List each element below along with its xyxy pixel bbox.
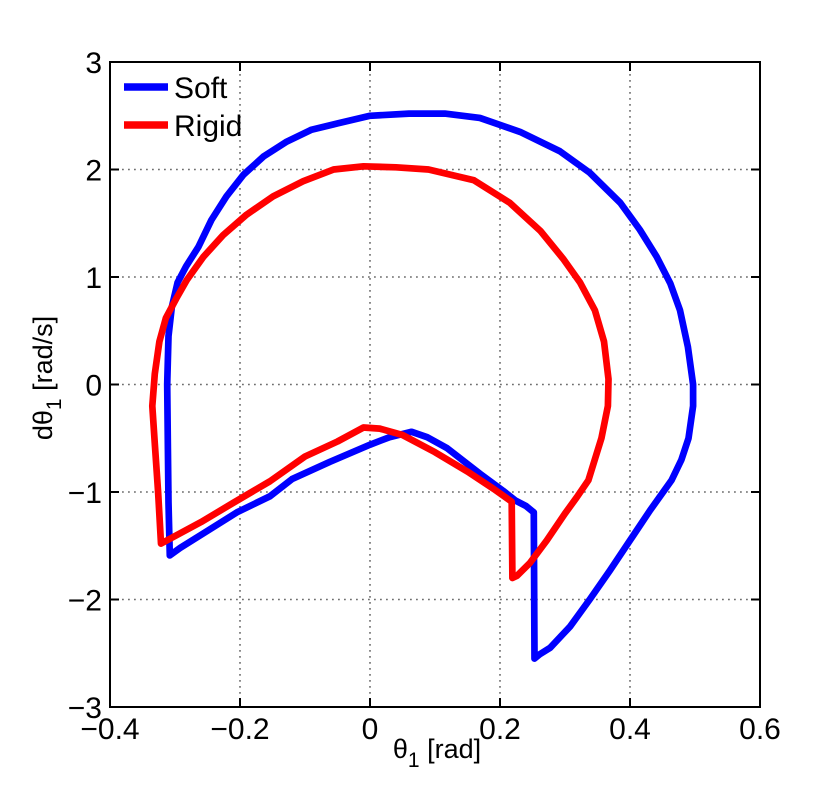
soft-curve — [163, 110, 697, 662]
curves — [148, 110, 697, 662]
x-tick-label: 0 — [362, 713, 379, 746]
x-axis-label-symbol: θ — [393, 734, 408, 764]
x-axis-label: θ1 [rad] — [393, 734, 481, 772]
y-axis-label-symbol: dθ — [28, 410, 58, 440]
y-axis-label-subscript: 1 — [43, 398, 66, 410]
y-tick-label: 2 — [85, 155, 102, 188]
legend-label-soft: Soft — [174, 72, 228, 105]
legend: Soft Rigid — [124, 72, 242, 143]
y-tick-label: −2 — [68, 585, 102, 618]
rigid-curve — [148, 162, 612, 582]
x-tick-label: −0.2 — [210, 713, 269, 746]
x-axis-label-subscript: 1 — [408, 749, 420, 772]
y-axis-label: dθ1 [rad/s] — [28, 316, 66, 440]
y-tick-label: −3 — [68, 692, 102, 725]
tick-labels: −0.4 −0.2 0 0.2 0.4 0.6 −3 −2 −1 0 1 2 3 — [68, 47, 781, 746]
y-tick-label: 1 — [85, 262, 102, 295]
y-axis-label-unit: [rad/s] — [28, 316, 58, 399]
x-tick-label: 0.6 — [739, 713, 781, 746]
legend-label-rigid: Rigid — [174, 110, 242, 143]
y-tick-label: 0 — [85, 370, 102, 403]
grid — [110, 62, 760, 707]
x-tick-label: −0.4 — [80, 713, 139, 746]
y-tick-label: −1 — [68, 477, 102, 510]
x-tick-label: 0.2 — [479, 713, 521, 746]
x-axis-label-unit: [rad] — [420, 734, 482, 764]
y-tick-label: 3 — [85, 47, 102, 80]
tick-marks — [109, 61, 761, 708]
x-tick-label: 0.4 — [609, 713, 651, 746]
